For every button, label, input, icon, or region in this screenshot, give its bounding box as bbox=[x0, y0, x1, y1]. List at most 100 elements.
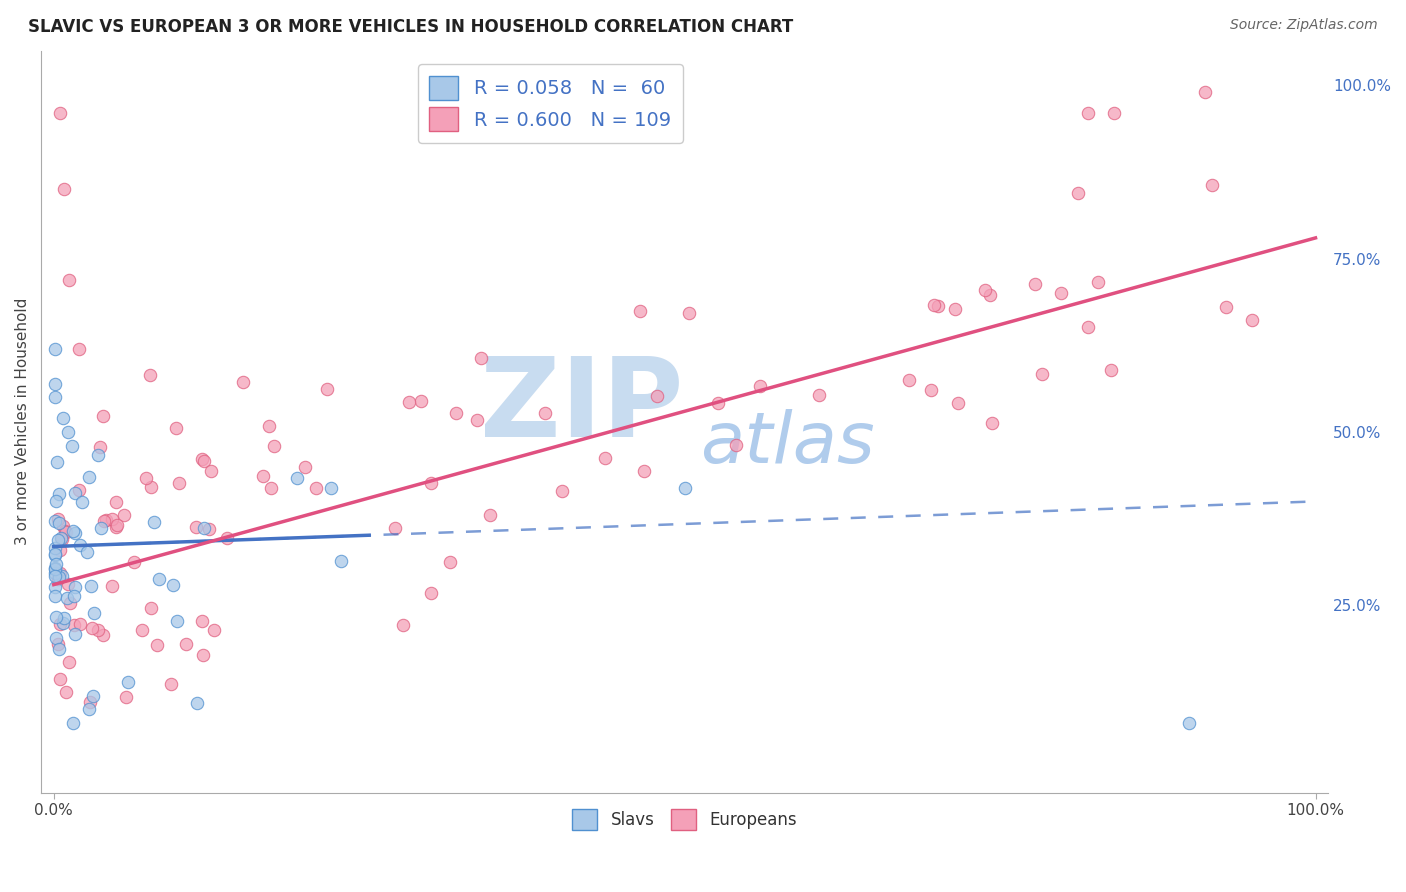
Point bbox=[44, 548, 66, 562]
Point bbox=[105, 495, 128, 509]
Point bbox=[45, 557, 67, 571]
Point bbox=[534, 406, 557, 420]
Point bbox=[193, 648, 215, 662]
Text: ZIP: ZIP bbox=[479, 353, 683, 460]
Legend: Slavs, Europeans: Slavs, Europeans bbox=[565, 803, 804, 837]
Point bbox=[193, 521, 215, 535]
Point bbox=[131, 623, 153, 637]
Point bbox=[101, 512, 124, 526]
Point bbox=[1102, 106, 1125, 120]
Point bbox=[1031, 367, 1053, 381]
Point bbox=[191, 614, 214, 628]
Point bbox=[724, 437, 747, 451]
Point bbox=[706, 396, 728, 410]
Point bbox=[1215, 300, 1237, 314]
Point bbox=[167, 476, 190, 491]
Point bbox=[87, 448, 110, 462]
Point bbox=[58, 272, 80, 286]
Text: SLAVIC VS EUROPEAN 3 OR MORE VEHICLES IN HOUSEHOLD CORRELATION CHART: SLAVIC VS EUROPEAN 3 OR MORE VEHICLES IN… bbox=[28, 18, 793, 36]
Point bbox=[49, 106, 72, 120]
Y-axis label: 3 or more Vehicles in Household: 3 or more Vehicles in Household bbox=[15, 298, 30, 545]
Point bbox=[44, 548, 66, 562]
Point bbox=[91, 627, 114, 641]
Point bbox=[48, 641, 70, 656]
Point bbox=[105, 518, 128, 533]
Point bbox=[89, 440, 111, 454]
Point bbox=[920, 383, 942, 397]
Point bbox=[44, 580, 66, 594]
Point bbox=[748, 379, 770, 393]
Point bbox=[263, 439, 285, 453]
Point bbox=[186, 696, 208, 710]
Point bbox=[200, 464, 222, 478]
Point bbox=[44, 561, 66, 575]
Point bbox=[52, 616, 75, 631]
Point bbox=[44, 514, 66, 528]
Point bbox=[550, 483, 572, 498]
Point bbox=[46, 511, 69, 525]
Point bbox=[1077, 106, 1099, 120]
Point bbox=[49, 542, 72, 557]
Point bbox=[391, 618, 413, 632]
Point bbox=[44, 376, 66, 391]
Point bbox=[420, 476, 443, 491]
Point bbox=[135, 471, 157, 485]
Point bbox=[411, 394, 433, 409]
Point bbox=[67, 483, 90, 498]
Point bbox=[55, 524, 77, 539]
Point bbox=[48, 516, 70, 531]
Point bbox=[1087, 276, 1109, 290]
Point bbox=[79, 694, 101, 708]
Point bbox=[44, 566, 66, 580]
Point bbox=[143, 515, 166, 529]
Point bbox=[139, 480, 162, 494]
Point bbox=[165, 421, 187, 435]
Point bbox=[77, 702, 100, 716]
Point bbox=[46, 637, 69, 651]
Point bbox=[444, 406, 467, 420]
Point bbox=[678, 306, 700, 320]
Point bbox=[174, 637, 197, 651]
Point bbox=[202, 623, 225, 637]
Point bbox=[1050, 285, 1073, 300]
Point bbox=[94, 513, 117, 527]
Point bbox=[197, 522, 219, 536]
Point bbox=[384, 521, 406, 535]
Point bbox=[980, 416, 1002, 430]
Point bbox=[63, 627, 86, 641]
Point bbox=[398, 395, 420, 409]
Point bbox=[673, 481, 696, 495]
Text: Source: ZipAtlas.com: Source: ZipAtlas.com bbox=[1230, 18, 1378, 32]
Point bbox=[943, 301, 966, 316]
Point bbox=[979, 288, 1001, 302]
Point bbox=[1194, 85, 1216, 99]
Point bbox=[139, 601, 162, 615]
Point bbox=[83, 606, 105, 620]
Point bbox=[252, 469, 274, 483]
Point bbox=[48, 569, 70, 583]
Point bbox=[217, 531, 239, 545]
Point bbox=[628, 303, 651, 318]
Point bbox=[48, 487, 70, 501]
Point bbox=[45, 631, 67, 645]
Point bbox=[162, 578, 184, 592]
Point bbox=[922, 298, 945, 312]
Point bbox=[59, 596, 82, 610]
Point bbox=[76, 544, 98, 558]
Point bbox=[112, 508, 135, 523]
Point bbox=[1201, 178, 1223, 193]
Point bbox=[62, 716, 84, 731]
Point bbox=[465, 413, 488, 427]
Point bbox=[927, 299, 949, 313]
Point bbox=[56, 577, 79, 591]
Point bbox=[93, 514, 115, 528]
Point bbox=[58, 655, 80, 669]
Point bbox=[60, 439, 83, 453]
Point bbox=[1024, 277, 1046, 291]
Point bbox=[70, 495, 93, 509]
Point bbox=[52, 411, 75, 425]
Point bbox=[478, 508, 501, 522]
Point bbox=[974, 283, 997, 297]
Point bbox=[159, 677, 181, 691]
Point bbox=[45, 494, 67, 508]
